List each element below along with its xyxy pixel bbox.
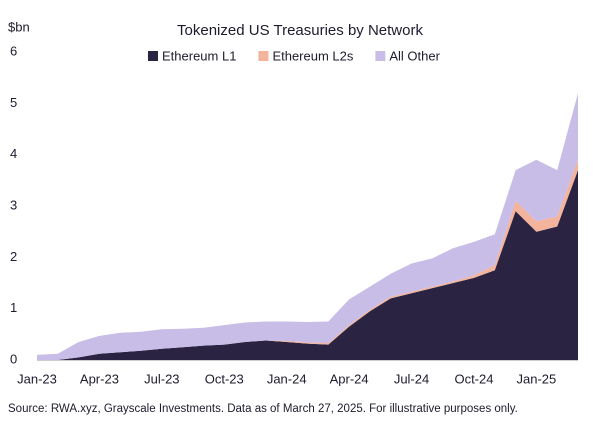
y-tick-label: 1 [10, 300, 17, 315]
y-tick-label: 5 [10, 95, 17, 110]
x-tick-label: Oct-23 [205, 371, 244, 386]
area [37, 170, 578, 360]
legend-label: All Other [389, 48, 440, 63]
y-tick-label: 4 [10, 146, 17, 161]
y-tick-label: 6 [10, 43, 17, 58]
x-tick-label: Jul-24 [394, 371, 429, 386]
y-axis-label: $bn [8, 19, 30, 34]
x-tick-label: Jan-24 [267, 371, 307, 386]
legend-swatch [258, 51, 269, 61]
source-note: Source: RWA.xyz, Grayscale Investments. … [8, 403, 518, 415]
chart-title: Tokenized US Treasuries by Network [177, 22, 423, 39]
y-tick-label: 2 [10, 249, 17, 264]
legend-swatch [375, 51, 386, 61]
x-tick-label: Jan-25 [517, 371, 557, 386]
y-tick-label: 3 [10, 197, 17, 212]
y-tick-label: 0 [10, 351, 17, 366]
legend-label: Ethereum L2s [272, 48, 353, 63]
x-tick-label: Apr-23 [80, 371, 119, 386]
legend-swatch [148, 51, 158, 61]
x-tick-label: Oct-24 [454, 371, 493, 386]
x-tick-label: Apr-24 [330, 371, 369, 386]
x-tick-label: Jul-23 [144, 371, 179, 386]
x-tick-label: Jan-23 [17, 371, 57, 386]
legend-label: Ethereum L1 [162, 48, 236, 63]
